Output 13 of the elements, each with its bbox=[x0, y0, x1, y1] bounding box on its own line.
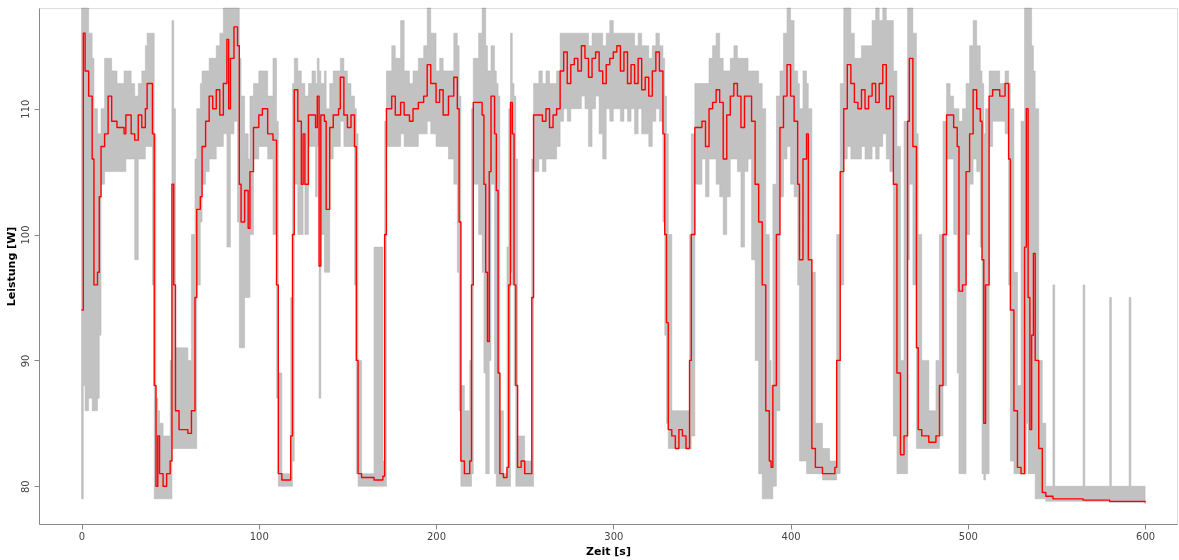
x-axis-title: Zeit [s] bbox=[586, 544, 631, 558]
x-tick-label: 600 bbox=[1136, 530, 1156, 542]
x-tick-label: 400 bbox=[781, 530, 801, 542]
y-tick-label: 110 bbox=[19, 99, 31, 119]
y-tick-label: 80 bbox=[19, 480, 31, 494]
x-tick-label: 0 bbox=[78, 530, 86, 542]
x-tick-label: 100 bbox=[249, 530, 269, 542]
y-tick-label: 100 bbox=[19, 225, 31, 245]
y-axis-title: Leistung [W] bbox=[4, 226, 18, 307]
x-tick-label: 200 bbox=[427, 530, 447, 542]
y-tick-label: 90 bbox=[19, 354, 31, 368]
x-tick-label: 300 bbox=[604, 530, 624, 542]
x-tick-label: 500 bbox=[958, 530, 978, 542]
